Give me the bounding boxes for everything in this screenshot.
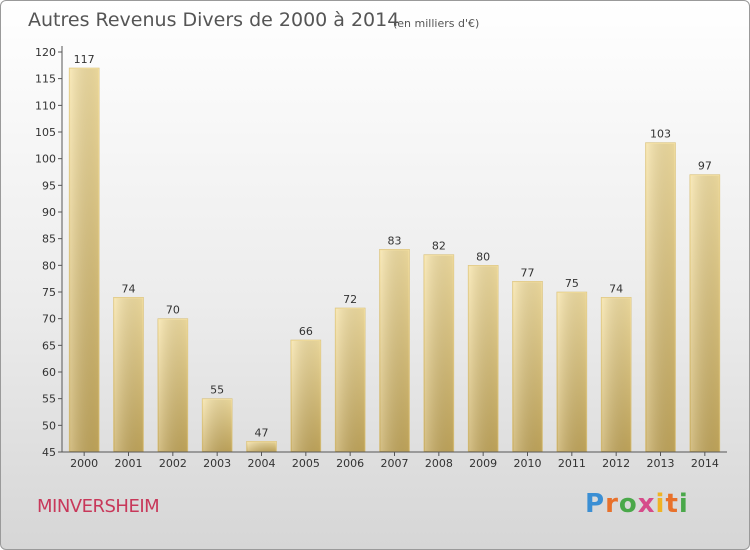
x-tick-label: 2007: [381, 457, 409, 470]
data-label-2004: 47: [255, 426, 269, 439]
bar-highlight: [602, 298, 631, 451]
bar-highlight: [690, 175, 719, 451]
x-tick-label: 2011: [558, 457, 586, 470]
x-tick-label: 2010: [514, 457, 542, 470]
x-tick-label: 2006: [336, 457, 364, 470]
y-tick-label: 80: [42, 259, 56, 272]
y-tick-label: 105: [35, 126, 56, 139]
x-tick-label: 2012: [602, 457, 630, 470]
logo-letter: r: [605, 489, 619, 519]
bar-highlight: [513, 282, 542, 451]
y-tick-label: 60: [42, 366, 56, 379]
chart-subtitle: (en milliers d'€): [393, 17, 480, 30]
logo-letter: o: [618, 489, 638, 519]
x-tick-label: 2005: [292, 457, 320, 470]
x-axis: 2000 2001 2002 2003 2004 2005 2006 2007 2008 2009…: [62, 451, 727, 470]
y-tick-label: 120: [35, 46, 56, 59]
bar-highlight: [469, 266, 498, 451]
y-tick-label: 65: [42, 339, 56, 352]
x-tick-label: 2003: [203, 457, 231, 470]
y-tick-label: 90: [42, 206, 56, 219]
commune-name: MINVERSHEIM: [37, 496, 160, 517]
logo-letter: P: [585, 489, 606, 519]
data-label-2007: 83: [388, 234, 402, 247]
x-tick-label: 2001: [115, 457, 143, 470]
data-label-2003: 55: [210, 384, 224, 397]
x-tick-label: 2000: [70, 457, 98, 470]
bars: 117 74 70 55 47 66 72 83 82 80 77 75 74 103 97: [68, 53, 721, 453]
x-tick-label: 2014: [691, 457, 719, 470]
data-label-2000: 117: [74, 53, 95, 66]
data-label-2006: 72: [343, 293, 357, 306]
x-tick-label: 2002: [159, 457, 187, 470]
bar-highlight: [114, 298, 143, 451]
bar-highlight: [158, 319, 187, 451]
chart-title: Autres Revenus Divers de 2000 à 2014: [28, 9, 400, 31]
y-tick-label: 115: [35, 73, 56, 86]
y-tick-label: 110: [35, 99, 56, 112]
data-label-2014: 97: [698, 160, 712, 173]
data-label-2012: 74: [609, 282, 623, 295]
y-tick-label: 55: [42, 393, 56, 406]
y-tick-label: 85: [42, 233, 56, 246]
bar-highlight: [203, 399, 232, 451]
bar-highlight: [70, 69, 99, 451]
logo-letter: i: [655, 489, 666, 519]
logo-letter: i: [678, 489, 689, 519]
data-label-2001: 74: [122, 282, 136, 295]
x-tick-label: 2008: [425, 457, 453, 470]
bar-highlight: [646, 143, 675, 451]
data-label-2010: 77: [521, 266, 535, 279]
y-tick-label: 45: [42, 446, 56, 459]
data-label-2005: 66: [299, 325, 313, 338]
data-label-2008: 82: [432, 240, 446, 253]
data-label-2013: 103: [650, 128, 671, 141]
bar-highlight: [424, 255, 453, 451]
y-axis: 45 50 55 60 65 70 75 80 85 90 95 100 105 110 115 120: [35, 46, 63, 459]
bar-highlight: [336, 309, 365, 451]
y-tick-label: 50: [42, 419, 56, 432]
data-label-2002: 70: [166, 304, 180, 317]
x-tick-label: 2004: [248, 457, 276, 470]
y-tick-label: 70: [42, 313, 56, 326]
bar-highlight: [557, 293, 586, 451]
y-tick-label: 95: [42, 179, 56, 192]
x-tick-label: 2013: [647, 457, 675, 470]
bar-highlight: [247, 442, 276, 451]
y-tick-label: 75: [42, 286, 56, 299]
proxiti-logo: Proxiti: [585, 489, 689, 519]
y-tick-label: 100: [35, 153, 56, 166]
logo-letter: t: [665, 489, 679, 519]
data-label-2009: 80: [476, 250, 490, 263]
bar-highlight: [380, 250, 409, 451]
data-label-2011: 75: [565, 277, 579, 290]
bar-highlight: [291, 341, 320, 451]
x-tick-label: 2009: [469, 457, 497, 470]
logo-letter: x: [637, 489, 656, 519]
